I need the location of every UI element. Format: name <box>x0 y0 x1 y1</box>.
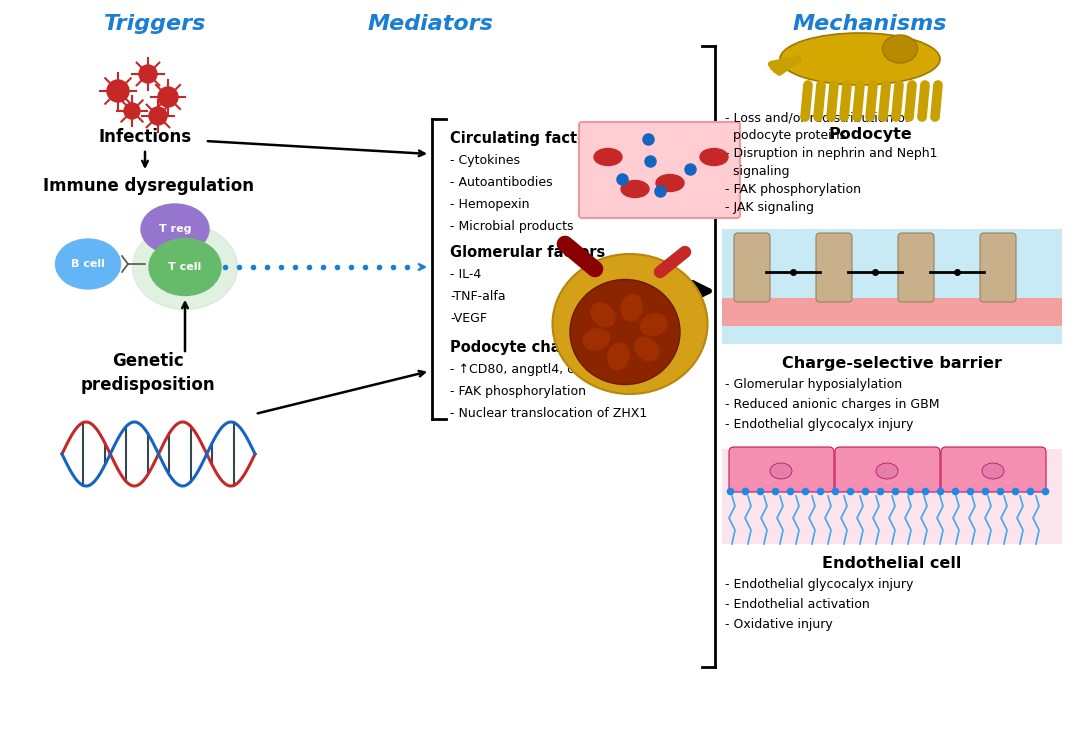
Ellipse shape <box>607 342 630 370</box>
Ellipse shape <box>780 33 940 85</box>
Text: - JAK signaling: - JAK signaling <box>725 201 814 214</box>
Text: - Endothelial glycocalyx injury: - Endothelial glycocalyx injury <box>725 578 914 591</box>
FancyBboxPatch shape <box>579 122 740 218</box>
Circle shape <box>158 87 178 107</box>
Ellipse shape <box>132 225 237 310</box>
Text: - Glomerular hyposialylation: - Glomerular hyposialylation <box>725 378 902 391</box>
Text: T cell: T cell <box>168 262 202 272</box>
Ellipse shape <box>149 239 221 296</box>
Text: - Endothelial glycocalyx injury: - Endothelial glycocalyx injury <box>725 418 914 431</box>
Text: -TNF-alfa: -TNF-alfa <box>450 290 505 302</box>
Circle shape <box>149 107 167 125</box>
Text: signaling: signaling <box>725 165 789 178</box>
Text: - IL-4: - IL-4 <box>450 268 481 281</box>
Text: - Loss and/or redistribution of: - Loss and/or redistribution of <box>725 111 909 124</box>
FancyBboxPatch shape <box>730 447 834 492</box>
Text: Immune dysregulation: Immune dysregulation <box>42 177 254 195</box>
Text: -VEGF: -VEGF <box>450 312 487 324</box>
Text: - Microbial products: - Microbial products <box>450 219 573 233</box>
FancyBboxPatch shape <box>941 447 1046 492</box>
Text: Infections: Infections <box>99 128 192 146</box>
Text: Mediators: Mediators <box>367 14 493 34</box>
Text: Charge-selective barrier: Charge-selective barrier <box>782 356 1002 371</box>
Ellipse shape <box>700 149 728 166</box>
Text: Triggers: Triggers <box>104 14 206 34</box>
Ellipse shape <box>141 204 209 254</box>
Text: podocyte proteins: podocyte proteins <box>725 129 846 142</box>
Ellipse shape <box>55 239 120 289</box>
Text: Glomerular factors: Glomerular factors <box>450 245 605 259</box>
FancyBboxPatch shape <box>722 298 1062 326</box>
Ellipse shape <box>982 463 1004 479</box>
Text: T reg: T reg <box>158 224 191 234</box>
Text: Genetic
predisposition: Genetic predisposition <box>80 353 216 394</box>
FancyBboxPatch shape <box>722 449 1062 544</box>
Circle shape <box>139 65 157 83</box>
Ellipse shape <box>882 35 917 63</box>
Ellipse shape <box>594 149 622 166</box>
Text: - Disruption in nephrin and Neph1: - Disruption in nephrin and Neph1 <box>725 147 938 160</box>
Text: Podocyte changes: Podocyte changes <box>450 339 601 355</box>
Text: Mechanisms: Mechanisms <box>792 14 947 34</box>
Ellipse shape <box>620 294 643 321</box>
FancyBboxPatch shape <box>722 229 1062 344</box>
Ellipse shape <box>591 302 616 327</box>
Circle shape <box>107 80 129 102</box>
Ellipse shape <box>876 463 898 479</box>
FancyBboxPatch shape <box>734 233 770 302</box>
Text: - FAK phosphorylation: - FAK phosphorylation <box>725 183 861 196</box>
Ellipse shape <box>570 279 680 384</box>
Text: - Hemopexin: - Hemopexin <box>450 197 529 211</box>
FancyBboxPatch shape <box>816 233 852 302</box>
Ellipse shape <box>621 180 649 197</box>
Text: Circulating factors: Circulating factors <box>450 131 603 146</box>
Ellipse shape <box>582 328 610 351</box>
Text: - FAK phosphorylation: - FAK phosphorylation <box>450 384 586 398</box>
Text: - Reduced anionic charges in GBM: - Reduced anionic charges in GBM <box>725 398 940 411</box>
FancyBboxPatch shape <box>980 233 1016 302</box>
Ellipse shape <box>640 313 668 336</box>
Circle shape <box>124 103 140 119</box>
Text: - ↑CD80, angptl4, c-mip: - ↑CD80, angptl4, c-mip <box>450 363 602 375</box>
Ellipse shape <box>634 336 660 361</box>
Text: Endothelial cell: Endothelial cell <box>823 556 962 571</box>
Text: Podocyte: Podocyte <box>828 127 912 142</box>
FancyBboxPatch shape <box>898 233 934 302</box>
FancyBboxPatch shape <box>835 447 940 492</box>
Ellipse shape <box>656 174 684 191</box>
Ellipse shape <box>553 254 708 394</box>
Text: - Oxidative injury: - Oxidative injury <box>725 618 833 631</box>
Text: B cell: B cell <box>72 259 105 269</box>
Text: - Autoantibodies: - Autoantibodies <box>450 175 553 188</box>
Text: - Nuclear translocation of ZHX1: - Nuclear translocation of ZHX1 <box>450 406 647 420</box>
Text: - Cytokines: - Cytokines <box>450 154 520 166</box>
Ellipse shape <box>770 463 792 479</box>
Text: - Endothelial activation: - Endothelial activation <box>725 598 869 611</box>
